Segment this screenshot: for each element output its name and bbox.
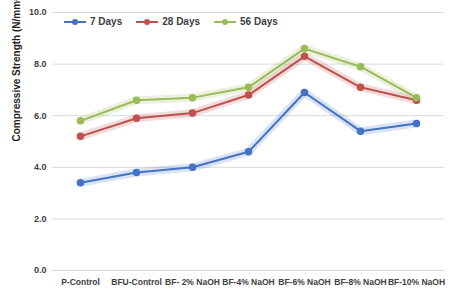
svg-text:BF-6% NaOH: BF-6% NaOH <box>278 277 330 287</box>
svg-text:10.0: 10.0 <box>29 7 47 17</box>
svg-text:6.0: 6.0 <box>34 111 47 121</box>
svg-text:BFU-Control: BFU-Control <box>111 277 162 287</box>
svg-text:8.0: 8.0 <box>34 59 47 69</box>
svg-text:BF- 2% NaOH: BF- 2% NaOH <box>165 277 220 287</box>
svg-text:P-Control: P-Control <box>61 277 100 287</box>
html-text:7 Days: 7 Days <box>90 16 123 27</box>
svg-text:BF-10% NaOH: BF-10% NaOH <box>388 277 445 287</box>
html-text:56 Days: 56 Days <box>240 16 278 27</box>
svg-text:0.0: 0.0 <box>34 265 47 275</box>
svg-text:4.0: 4.0 <box>34 162 47 172</box>
svg-text:Compressive Strength (N/mm²): Compressive Strength (N/mm²) <box>11 0 22 142</box>
html-text:28 Days: 28 Days <box>162 16 201 27</box>
svg-text:BF-4% NaOH: BF-4% NaOH <box>222 277 274 287</box>
svg-text:2.0: 2.0 <box>34 214 47 224</box>
svg-text:BF-8% NaOH: BF-8% NaOH <box>334 277 386 287</box>
